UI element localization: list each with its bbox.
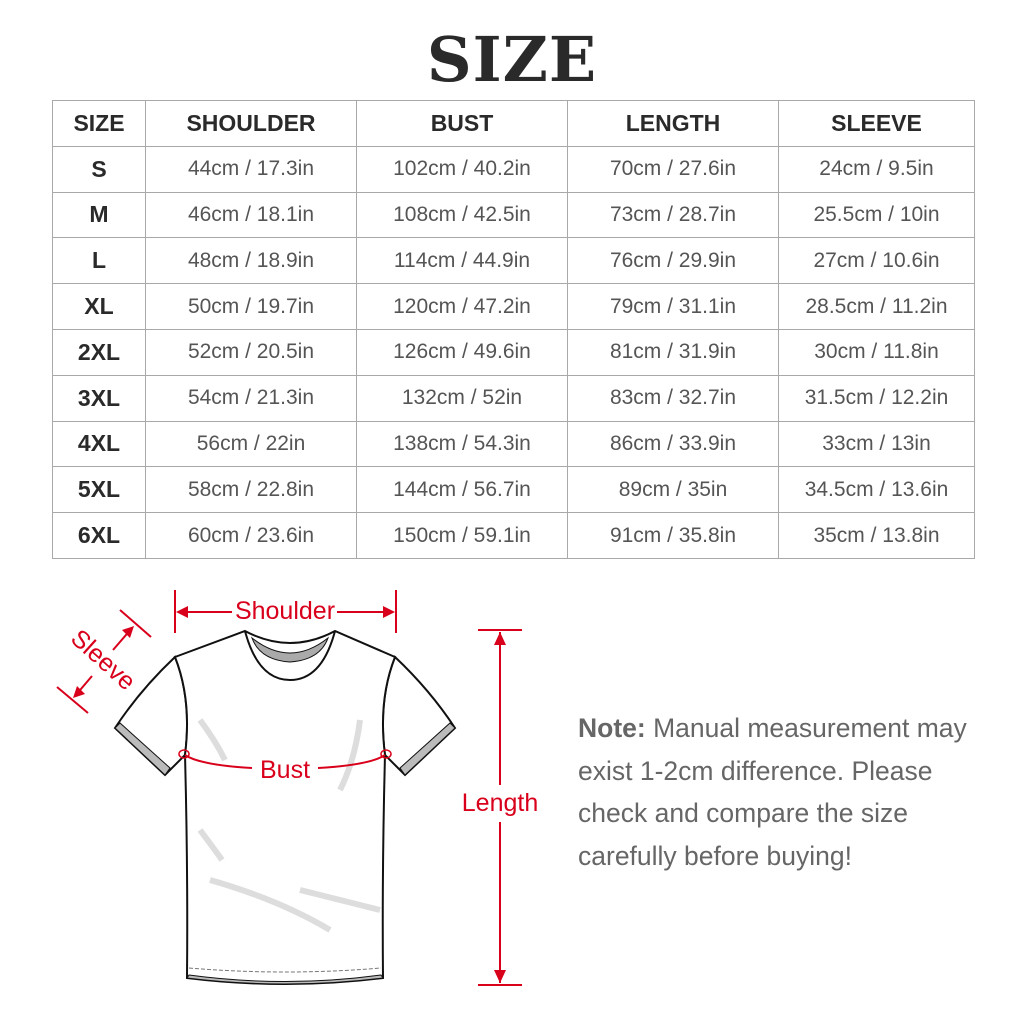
note-label: Note: [578, 713, 646, 743]
table-row: 2XL 52cm / 20.5in 126cm / 49.6in 81cm / 31.… [52, 328, 975, 376]
measurement-cell: 27cm / 10.6in [778, 237, 975, 285]
measurement-cell: 114cm / 44.9in [356, 237, 568, 285]
measurement-cell: 54cm / 21.3in [145, 374, 357, 422]
length-label: Length [462, 789, 538, 817]
measurement-cell: 132cm / 52in [356, 374, 568, 422]
table-row: 5XL 58cm / 22.8in 144cm / 56.7in 89cm / 35i… [52, 466, 975, 514]
measurement-cell: 126cm / 49.6in [356, 328, 568, 376]
table-row: L 48cm / 18.9in 114cm / 44.9in 76cm / 29.9i… [52, 237, 975, 285]
bust-label: Bust [260, 756, 310, 784]
size-cell: XL [52, 283, 146, 330]
measurement-cell: 44cm / 17.3in [145, 145, 357, 193]
table-row: M 46cm / 18.1in 108cm / 42.5in 73cm / 28.7i… [52, 191, 975, 239]
column-header-bust: BUST [356, 100, 568, 147]
measurement-cell: 108cm / 42.5in [356, 191, 568, 239]
measurement-cell: 79cm / 31.1in [567, 283, 779, 330]
table-row: 4XL 56cm / 22in 138cm / 54.3in 86cm / 33.9i… [52, 420, 975, 468]
table-row: 3XL 54cm / 21.3in 132cm / 52in 83cm / 32.7i… [52, 374, 975, 422]
page-title: SIZE [426, 23, 598, 96]
measurement-cell: 34.5cm / 13.6in [778, 466, 975, 514]
measurement-cell: 50cm / 19.7in [145, 283, 357, 330]
measurement-cell: 83cm / 32.7in [567, 374, 779, 422]
measurement-cell: 33cm / 13in [778, 420, 975, 468]
size-cell: 3XL [52, 374, 146, 422]
measurement-cell: 46cm / 18.1in [145, 191, 357, 239]
size-cell: 6XL [52, 512, 146, 559]
measurement-note: Note: Manual measurement may exist 1-2cm… [578, 707, 998, 878]
measurement-cell: 150cm / 59.1in [356, 512, 568, 559]
measurement-cell: 24cm / 9.5in [778, 145, 975, 193]
measurement-cell: 76cm / 29.9in [567, 237, 779, 285]
column-header-size: SIZE [52, 100, 146, 147]
note-text: Manual measurement may exist 1-2cm diffe… [578, 713, 967, 872]
measurement-cell: 91cm / 35.8in [567, 512, 779, 559]
measurement-cell: 86cm / 33.9in [567, 420, 779, 468]
measurement-cell: 58cm / 22.8in [145, 466, 357, 514]
measurement-cell: 48cm / 18.9in [145, 237, 357, 285]
measurement-cell: 31.5cm / 12.2in [778, 374, 975, 422]
size-table: SIZE SHOULDER BUST LENGTH SLEEVE S 44cm / 17.… [52, 100, 975, 559]
measurement-cell: 81cm / 31.9in [567, 328, 779, 376]
measurement-cell: 138cm / 54.3in [356, 420, 568, 468]
size-cell: 4XL [52, 420, 146, 468]
measurement-cell: 89cm / 35in [567, 466, 779, 514]
measurement-cell: 70cm / 27.6in [567, 145, 779, 193]
measurement-guides [56, 590, 522, 986]
column-header-length: LENGTH [567, 100, 779, 147]
table-row: 6XL 60cm / 23.6in 150cm / 59.1in 91cm / 35.… [52, 512, 975, 559]
size-cell: S [52, 145, 146, 193]
measurement-cell: 30cm / 11.8in [778, 328, 975, 376]
table-header-row: SIZE SHOULDER BUST LENGTH SLEEVE [52, 100, 975, 147]
size-cell: L [52, 237, 146, 285]
measurement-cell: 25.5cm / 10in [778, 191, 975, 239]
measurement-cell: 102cm / 40.2in [356, 145, 568, 193]
measurement-cell: 144cm / 56.7in [356, 466, 568, 514]
measurement-cell: 60cm / 23.6in [145, 512, 357, 559]
measurement-cell: 52cm / 20.5in [145, 328, 357, 376]
table-row: S 44cm / 17.3in 102cm / 40.2in 70cm / 27.6i… [52, 145, 975, 193]
tshirt-illustration [113, 629, 457, 985]
size-cell: 5XL [52, 466, 146, 514]
measurement-cell: 28.5cm / 11.2in [778, 283, 975, 330]
table-row: XL 50cm / 19.7in 120cm / 47.2in 79cm / 31.1… [52, 283, 975, 330]
measurement-cell: 73cm / 28.7in [567, 191, 779, 239]
column-header-sleeve: SLEEVE [778, 100, 975, 147]
measurement-cell: 35cm / 13.8in [778, 512, 975, 559]
measurement-cell: 56cm / 22in [145, 420, 357, 468]
shoulder-label: Shoulder [235, 597, 335, 625]
